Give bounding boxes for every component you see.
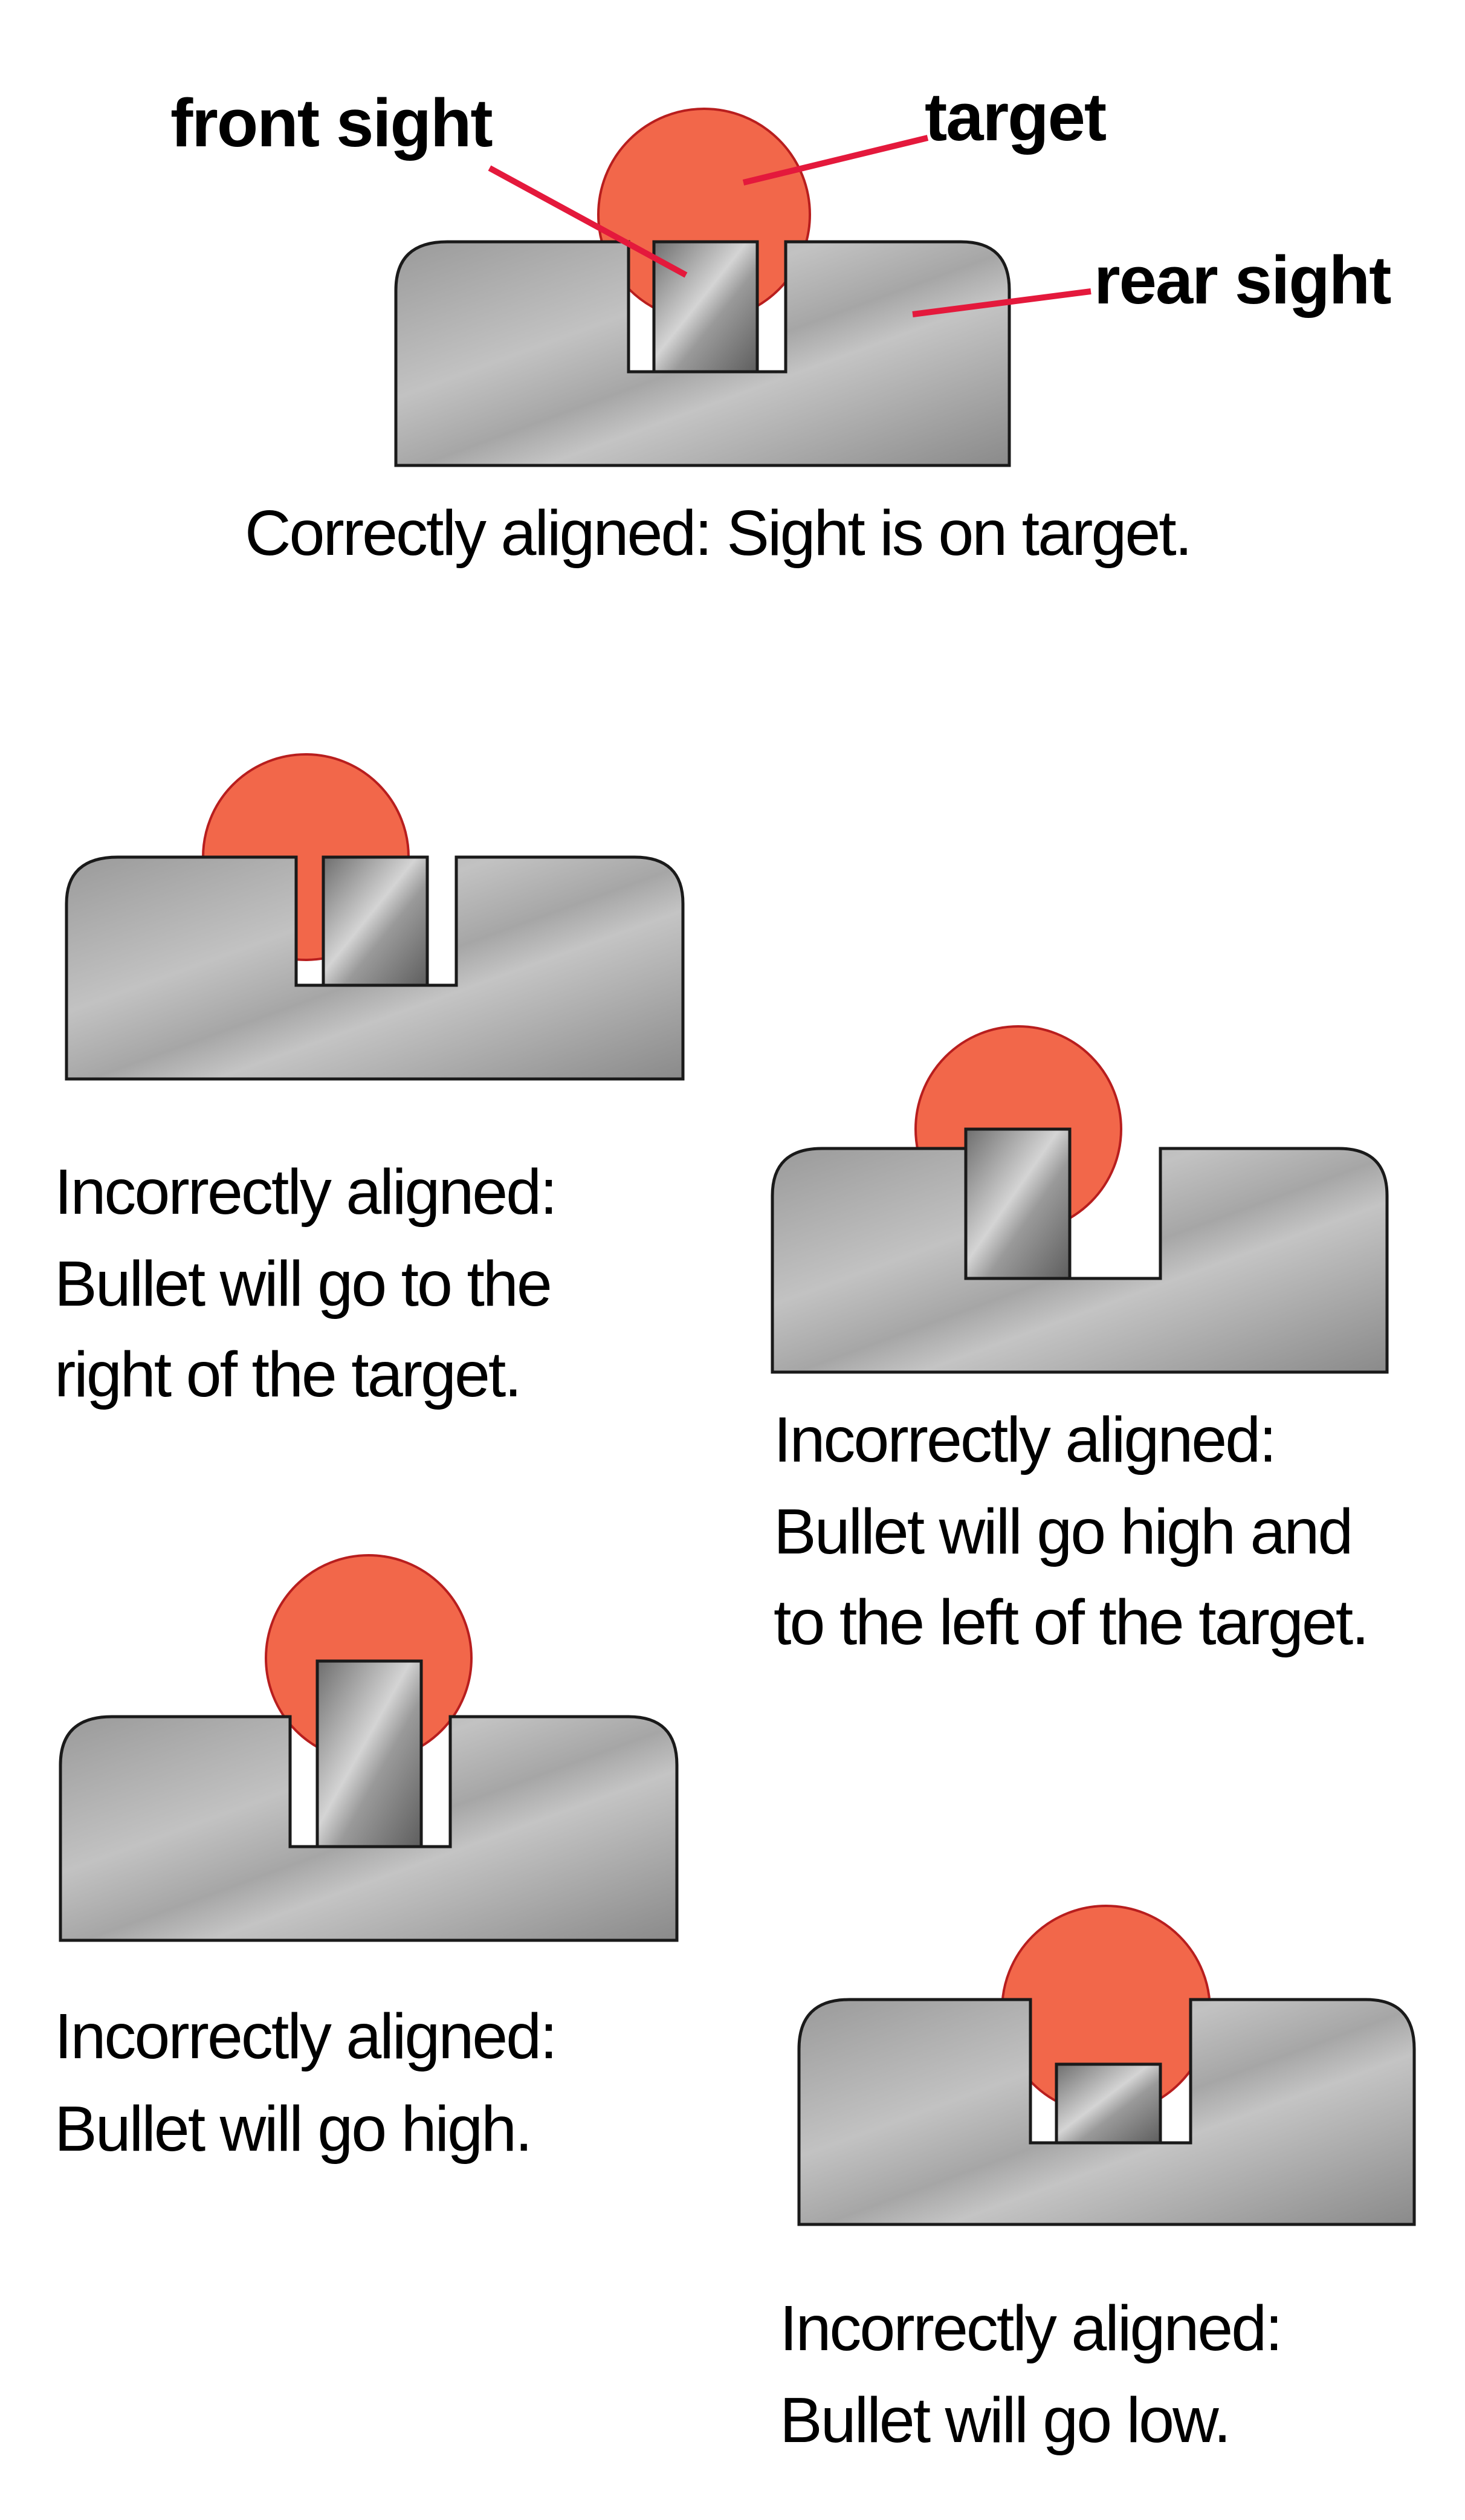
panel-correct: [394, 108, 1011, 467]
label-front-sight: front sight: [170, 85, 492, 161]
caption-high-left-line-3: to the left of the target.: [774, 1587, 1368, 1658]
front-sight: [1055, 2062, 1162, 2145]
caption-high-line-2: Bullet will go high.: [54, 2093, 531, 2165]
leader-target: [742, 135, 929, 186]
rear-sight: [394, 240, 1011, 467]
label-rear-sight: rear sight: [1094, 242, 1391, 318]
rear-sight: [771, 1147, 1389, 1374]
leader-front-sight: [488, 165, 688, 278]
panel-high-left: [771, 1025, 1389, 1374]
caption-high-line-1: Incorrectly aligned:: [54, 2001, 556, 2072]
caption-right-line-3: right of the target.: [54, 1339, 520, 1410]
caption-high-left-line-2: Bullet will go high and: [774, 1496, 1351, 1567]
caption-high-left-line-1: Incorrectly aligned:: [774, 1404, 1275, 1475]
front-sight: [964, 1127, 1072, 1280]
caption-right-line-1: Incorrectly aligned:: [54, 1156, 556, 1228]
front-sight: [652, 240, 759, 374]
panel-low: [797, 1905, 1416, 2226]
leader-rear-sight: [912, 288, 1091, 317]
caption-low-line-2: Bullet will go low.: [780, 2385, 1229, 2456]
rear-sight: [59, 1715, 679, 1942]
front-sight: [322, 855, 429, 987]
rear-sight: [797, 1998, 1416, 2226]
caption-right-line-2: Bullet will go to the: [54, 1248, 551, 1320]
front-sight: [315, 1659, 423, 1848]
panel-right: [65, 753, 685, 1081]
leader-lines: [488, 135, 1091, 317]
panel-high: [59, 1554, 679, 1942]
caption-low-line-1: Incorrectly aligned:: [780, 2293, 1281, 2364]
caption-correct-line-1: Correctly aligned: Sight is on target.: [245, 497, 1191, 569]
label-target: target: [925, 79, 1106, 155]
